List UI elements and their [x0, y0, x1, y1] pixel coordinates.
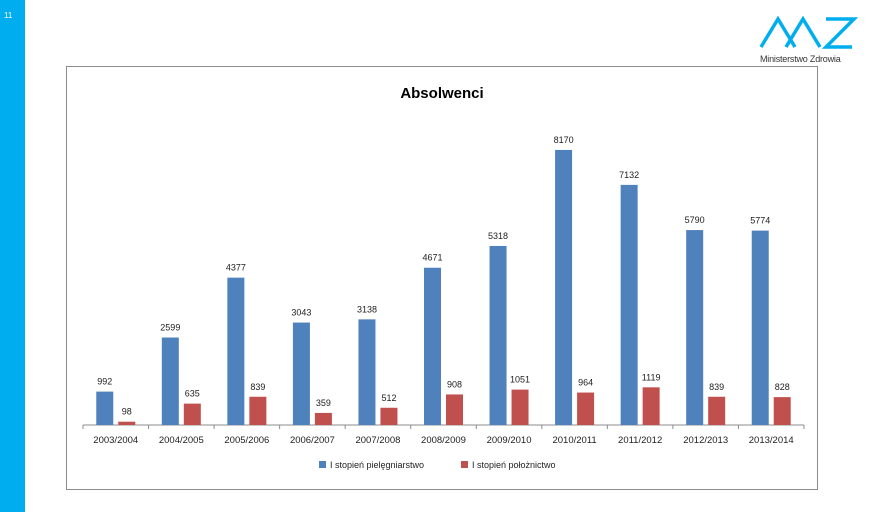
accent-sidebar: 11	[0, 0, 25, 512]
ministry-logo: Ministerstwo Zdrowia	[758, 14, 858, 68]
data-label-series1-0: 992	[97, 377, 112, 387]
data-label-series2-7: 964	[578, 378, 593, 388]
bar-series1-1	[161, 337, 179, 425]
bar-series2-3	[314, 412, 332, 425]
legend-label-2: I stopień położnictwo	[472, 460, 556, 470]
bar-series1-4	[358, 319, 376, 425]
legend-label-1: I stopień pielęgniarstwo	[330, 460, 424, 470]
bar-series1-0	[96, 391, 114, 425]
data-label-series2-0: 98	[122, 407, 132, 417]
data-label-series1-5: 4671	[422, 253, 442, 263]
data-label-series1-3: 3043	[291, 308, 311, 318]
data-label-series2-2: 839	[250, 382, 265, 392]
x-tick-label-5: 2008/2009	[421, 435, 466, 446]
data-label-series1-1: 2599	[160, 323, 180, 333]
bar-series2-9	[708, 396, 726, 425]
data-label-series2-1: 635	[185, 389, 200, 399]
bar-series1-9	[686, 230, 704, 425]
x-tick-label-10: 2013/2014	[749, 435, 794, 446]
bar-series1-7	[555, 149, 573, 425]
bar-series1-8	[620, 184, 638, 425]
bar-series2-2	[249, 396, 267, 425]
legend-swatch-2	[461, 461, 468, 468]
data-label-series1-8: 7132	[619, 170, 639, 180]
data-label-series2-8: 1119	[642, 372, 661, 382]
x-tick-label-1: 2004/2005	[159, 435, 204, 446]
data-label-series2-4: 512	[381, 393, 396, 403]
data-label-series2-10: 828	[775, 382, 790, 392]
x-tick-label-3: 2006/2007	[290, 435, 335, 446]
bar-series2-5	[446, 394, 463, 425]
mz-logo-icon	[759, 15, 858, 49]
data-label-series1-6: 5318	[488, 231, 508, 241]
bar-series1-3	[292, 322, 310, 425]
slide-number: 11	[4, 11, 13, 20]
bar-series2-7	[577, 392, 595, 425]
bar-series2-8	[642, 387, 660, 425]
x-tick-label-9: 2012/2013	[683, 435, 728, 446]
legend-swatch-1	[319, 461, 326, 468]
bar-series2-4	[380, 407, 398, 425]
x-tick-label-6: 2009/2010	[487, 435, 532, 446]
bar-series2-6	[511, 389, 529, 425]
bar-series1-6	[489, 245, 507, 425]
chart-title: Absolwenci	[400, 85, 483, 102]
data-label-series1-4: 3138	[357, 304, 377, 314]
bar-series1-2	[227, 277, 245, 425]
logo-text: Ministerstwo Zdrowia	[760, 54, 841, 64]
x-tick-label-2: 2005/2006	[224, 435, 269, 446]
data-label-series1-7: 8170	[554, 135, 574, 145]
data-label-series1-2: 4377	[226, 263, 246, 273]
bar-series1-10	[751, 230, 769, 425]
data-label-series2-5: 908	[447, 379, 462, 389]
x-tick-label-8: 2011/2012	[618, 435, 662, 446]
bar-series2-10	[773, 397, 791, 425]
data-label-series2-3: 359	[316, 398, 331, 408]
bar-series1-5	[424, 267, 441, 425]
data-label-series2-6: 1051	[510, 375, 530, 385]
bar-series2-0	[118, 421, 136, 425]
chart-frame: Absolwenci 992 98 2003/2004 2599 635 2004/2005…	[66, 66, 818, 490]
bar-series2-1	[183, 403, 201, 425]
x-tick-label-0: 2003/2004	[93, 435, 138, 446]
x-tick-label-4: 2007/2008	[355, 435, 400, 446]
data-label-series1-10: 5774	[750, 216, 770, 226]
data-label-series1-9: 5790	[685, 215, 705, 225]
data-label-series2-9: 839	[709, 382, 724, 392]
bar-chart: Absolwenci 992 98 2003/2004 2599 635 2004/2005…	[82, 85, 805, 470]
x-tick-label-7: 2010/2011	[552, 435, 596, 446]
